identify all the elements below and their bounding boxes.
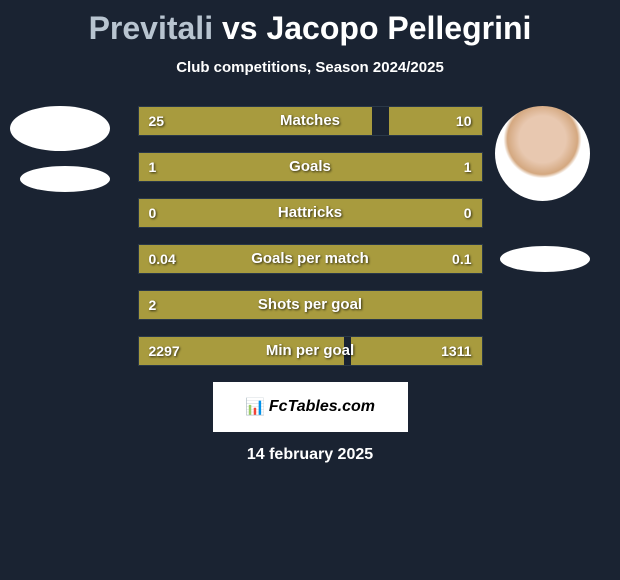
player2-avatar-shadow — [500, 246, 590, 272]
vs-text: vs — [222, 10, 258, 46]
stat-bars-container: 25Matches101Goals10Hattricks00.04Goals p… — [138, 106, 483, 366]
brand-icon: 📊 — [245, 397, 265, 417]
bar-value-right: 0.1 — [452, 245, 471, 273]
footer-date: 14 february 2025 — [0, 446, 620, 464]
bar-value-right: 0 — [464, 199, 472, 227]
bar-value-right: 1311 — [441, 337, 471, 365]
stats-area: 25Matches101Goals10Hattricks00.04Goals p… — [0, 106, 620, 366]
comparison-title: Previtali vs Jacopo Pellegrini — [0, 10, 620, 47]
bar-value-right: 1 — [464, 153, 472, 181]
stat-bar-row: 25Matches10 — [138, 106, 483, 136]
bar-label: Shots per goal — [139, 291, 482, 319]
bar-label: Goals — [139, 153, 482, 181]
player1-avatar — [10, 106, 110, 151]
bar-label: Min per goal — [139, 337, 482, 365]
stat-bar-row: 2Shots per goal — [138, 290, 483, 320]
bar-label: Matches — [139, 107, 482, 135]
bar-label: Hattricks — [139, 199, 482, 227]
stat-bar-row: 2297Min per goal1311 — [138, 336, 483, 366]
player1-avatar-shadow — [20, 166, 110, 192]
bar-value-right: 10 — [456, 107, 472, 135]
brand-text: FcTables.com — [269, 398, 375, 416]
stat-bar-row: 0Hattricks0 — [138, 198, 483, 228]
stat-bar-row: 0.04Goals per match0.1 — [138, 244, 483, 274]
player2-avatar — [495, 106, 590, 201]
brand-footer: 📊 FcTables.com — [213, 382, 408, 432]
player1-name: Previtali — [89, 10, 214, 46]
player2-name: Jacopo Pellegrini — [266, 10, 531, 46]
stat-bar-row: 1Goals1 — [138, 152, 483, 182]
bar-label: Goals per match — [139, 245, 482, 273]
subtitle: Club competitions, Season 2024/2025 — [0, 59, 620, 76]
